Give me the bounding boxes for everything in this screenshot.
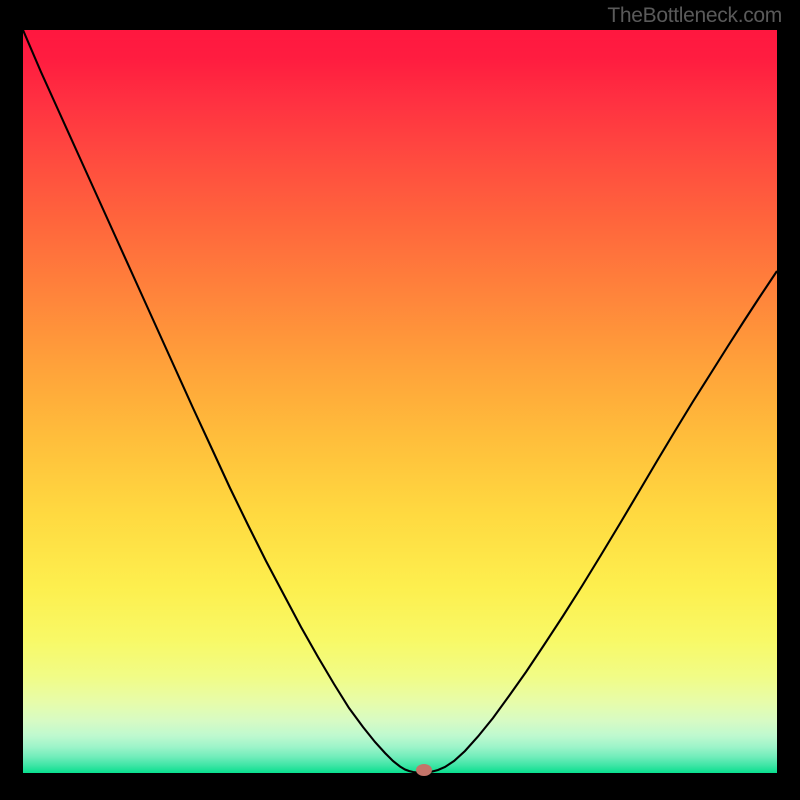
optimal-point-marker [416, 764, 432, 776]
curve-path [23, 30, 777, 773]
bottleneck-chart [23, 30, 777, 773]
bottleneck-curve [23, 30, 777, 773]
watermark-text: TheBottleneck.com [607, 4, 782, 28]
